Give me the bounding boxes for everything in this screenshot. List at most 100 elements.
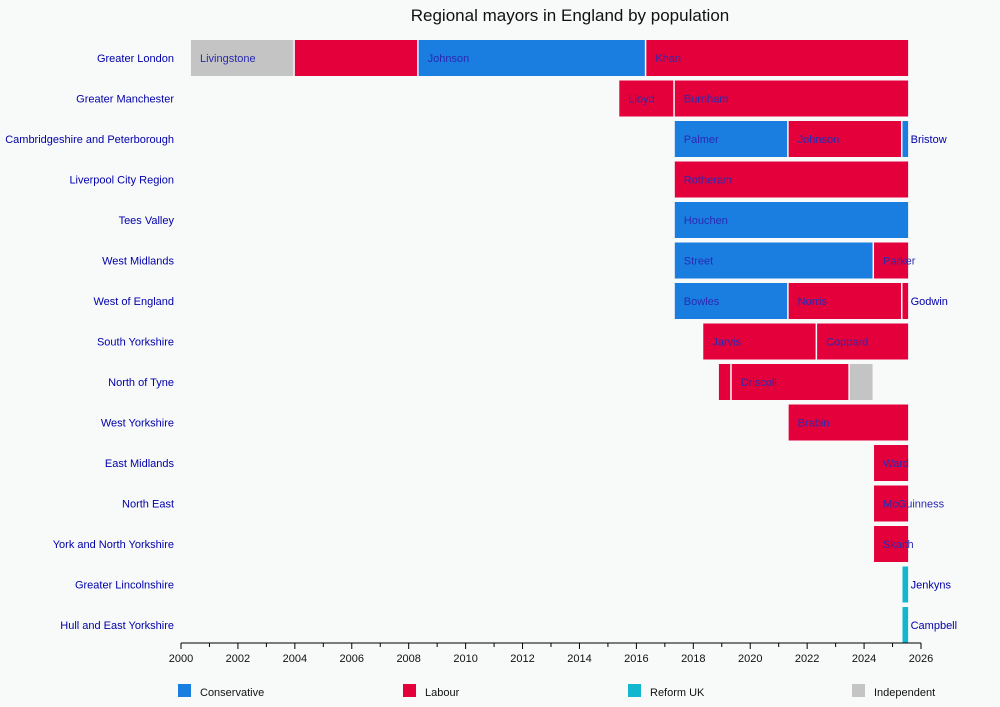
region-label[interactable]: Tees Valley xyxy=(119,215,175,227)
row-greater-lincolnshire: Greater Lincolnshire Jenkyns xyxy=(75,566,952,603)
term-bar xyxy=(874,445,909,481)
region-label[interactable]: West Yorkshire xyxy=(101,418,174,430)
row-greater-manchester: Greater Manchester Lloyd Burnham xyxy=(76,80,909,117)
term-bar xyxy=(674,161,909,198)
term-bar xyxy=(731,364,849,400)
term-bar xyxy=(674,80,909,117)
term-bar xyxy=(294,40,418,76)
mayor-label[interactable]: Khan xyxy=(655,53,681,65)
mayor-label[interactable]: McGuinness xyxy=(883,499,945,511)
region-label[interactable]: East Midlands xyxy=(105,458,175,470)
term-bar xyxy=(674,242,873,279)
x-tick-label: 2006 xyxy=(340,653,364,665)
row-hull-and-east-yorkshire: Hull and East Yorkshire Campbell xyxy=(60,607,957,643)
region-label[interactable]: York and North Yorkshire xyxy=(53,539,174,551)
mayor-label[interactable]: Norris xyxy=(798,296,828,308)
term-bar xyxy=(703,323,816,360)
row-south-yorkshire: South Yorkshire Jarvis Coppard xyxy=(97,323,909,360)
term-bar xyxy=(788,404,909,441)
x-tick-label: 2004 xyxy=(283,653,307,665)
region-label[interactable]: South Yorkshire xyxy=(97,337,174,349)
term-bar xyxy=(418,40,645,76)
mayor-label[interactable]: Livingstone xyxy=(200,53,256,65)
row-west-yorkshire: West Yorkshire Brabin xyxy=(101,404,909,441)
legend-swatch xyxy=(403,684,416,697)
row-north-of-tyne: North of Tyne Driscoll xyxy=(108,364,873,400)
mayor-label[interactable]: Godwin xyxy=(911,296,948,308)
region-label[interactable]: Cambridgeshire and Peterborough xyxy=(5,134,174,146)
chart-title: Regional mayors in England by population xyxy=(411,6,729,25)
term-bar xyxy=(874,526,909,562)
mayor-label[interactable]: Burnham xyxy=(684,94,729,106)
row-east-midlands: East Midlands Ward xyxy=(105,445,909,481)
x-tick-label: 2026 xyxy=(909,653,933,665)
x-tick-label: 2016 xyxy=(624,653,648,665)
mayor-label[interactable]: Palmer xyxy=(684,134,719,146)
mayor-label[interactable]: Jenkyns xyxy=(911,580,952,592)
term-bar xyxy=(674,202,909,238)
row-york-and-north-yorkshire: York and North Yorkshire Skaith xyxy=(53,526,914,562)
legend-swatch xyxy=(628,684,641,697)
mayor-label[interactable]: Bowles xyxy=(684,296,720,308)
x-tick-label: 2022 xyxy=(795,653,819,665)
region-label[interactable]: Liverpool City Region xyxy=(69,175,174,187)
row-west-midlands: West Midlands Street Parker xyxy=(102,242,916,279)
mayor-label[interactable]: Jarvis xyxy=(712,337,741,349)
term-bar xyxy=(902,283,909,319)
legend-item-reform-uk: Reform UK xyxy=(628,684,705,699)
term-bar xyxy=(902,121,909,157)
legend-item-conservative: Conservative xyxy=(178,684,264,699)
term-bar xyxy=(817,323,909,360)
mayor-label[interactable]: Driscoll xyxy=(741,377,777,389)
region-label[interactable]: Greater Manchester xyxy=(76,94,174,106)
mayor-label[interactable]: Houchen xyxy=(684,215,728,227)
term-bar xyxy=(788,121,901,157)
row-west-of-england: West of England Bowles Norris Godwin xyxy=(93,283,948,319)
legend-label: Reform UK xyxy=(650,687,705,699)
region-label[interactable]: West Midlands xyxy=(102,256,174,268)
term-bar xyxy=(646,40,909,76)
region-label[interactable]: West of England xyxy=(93,296,174,308)
row-tees-valley: Tees Valley Houchen xyxy=(119,202,909,238)
term-bar xyxy=(619,80,674,117)
term-bar xyxy=(718,364,731,400)
region-label[interactable]: North of Tyne xyxy=(108,377,174,389)
x-tick-label: 2002 xyxy=(226,653,250,665)
mayor-label[interactable]: Campbell xyxy=(911,620,957,632)
mayor-label[interactable]: Lloyd xyxy=(628,94,654,106)
x-tick-label: 2012 xyxy=(510,653,534,665)
legend-label: Conservative xyxy=(200,687,264,699)
row-liverpool-city-region: Liverpool City Region Rotheram xyxy=(69,161,909,198)
term-bar xyxy=(874,485,909,522)
term-bar xyxy=(674,283,788,319)
x-tick-label: 2008 xyxy=(396,653,420,665)
term-bar xyxy=(902,607,909,643)
region-label[interactable]: North East xyxy=(122,499,174,511)
row-north-east: North East McGuinness xyxy=(122,485,945,522)
term-bar xyxy=(190,40,294,76)
region-label[interactable]: Hull and East Yorkshire xyxy=(60,620,174,632)
term-bar xyxy=(874,242,909,279)
mayor-label[interactable]: Johnson xyxy=(798,134,840,146)
mayor-label[interactable]: Street xyxy=(684,256,713,268)
legend-label: Labour xyxy=(425,687,460,699)
region-label[interactable]: Greater London xyxy=(97,53,174,65)
mayor-label[interactable]: Bristow xyxy=(911,134,947,146)
mayor-label[interactable]: Rotheram xyxy=(684,175,732,187)
mayor-label[interactable]: Johnson xyxy=(428,53,470,65)
x-tick-label: 2000 xyxy=(169,653,193,665)
term-bar xyxy=(849,364,873,400)
mayor-label[interactable]: Coppard xyxy=(826,337,868,349)
mayor-label[interactable]: Ward xyxy=(883,458,909,470)
legend-swatch xyxy=(178,684,191,697)
x-tick-label: 2018 xyxy=(681,653,705,665)
term-bar xyxy=(674,121,788,157)
x-tick-label: 2024 xyxy=(852,653,876,665)
mayor-label[interactable]: Brabin xyxy=(798,418,830,430)
x-tick-label: 2010 xyxy=(453,653,477,665)
mayor-label[interactable]: Parker xyxy=(883,256,916,268)
mayor-label[interactable]: Skaith xyxy=(883,539,914,551)
row-greater-london: Greater London Livingstone Johnson Khan xyxy=(97,40,909,76)
region-label[interactable]: Greater Lincolnshire xyxy=(75,580,174,592)
